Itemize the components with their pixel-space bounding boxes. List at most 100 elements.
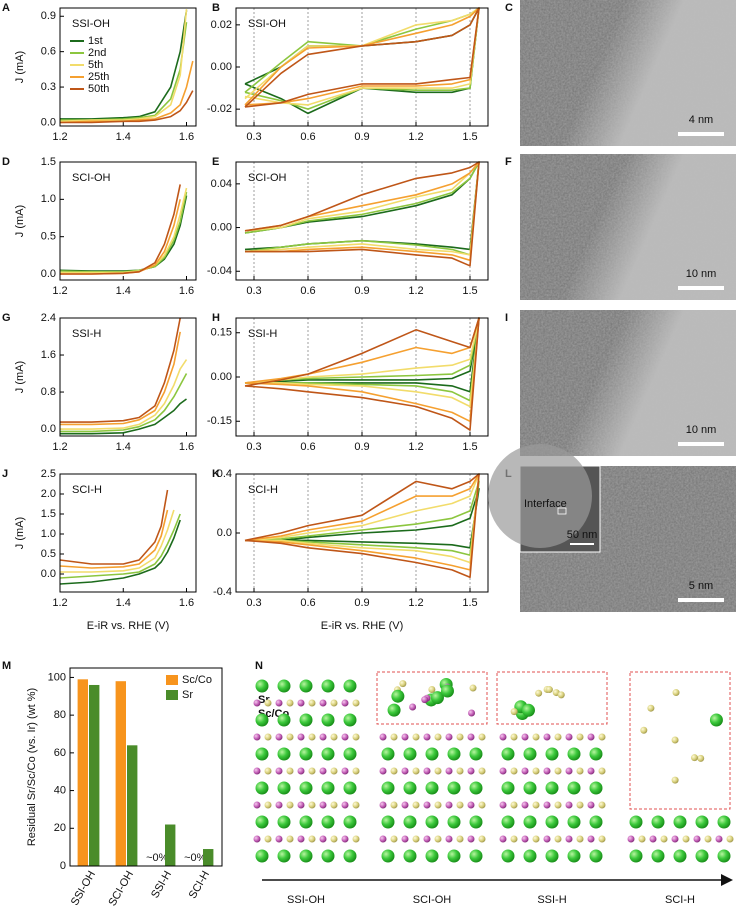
atom: [523, 781, 537, 795]
atom: [401, 801, 409, 809]
panel-label: N: [255, 660, 263, 672]
atom: [478, 835, 486, 843]
atom: [277, 849, 291, 863]
curve: [59, 509, 169, 569]
inset-box: [557, 507, 567, 515]
atom: [434, 733, 442, 741]
curve: [245, 488, 480, 549]
curve: [60, 373, 188, 433]
atom: [521, 703, 535, 717]
atom: [255, 679, 269, 693]
atom: [253, 733, 261, 741]
atom: [308, 767, 316, 775]
x-tick-label: SSI-OH: [69, 869, 98, 908]
curve: [59, 519, 181, 585]
tem-vacuum: [520, 310, 736, 456]
x-tick-label: 1.2: [408, 285, 423, 297]
atom: [469, 684, 477, 692]
x-tick-label: 1.4: [116, 285, 131, 297]
x-tick-label: 1.2: [52, 441, 67, 453]
panel-label: H: [212, 312, 220, 324]
atom: [649, 835, 657, 843]
atom: [434, 767, 442, 775]
atom: [381, 849, 395, 863]
atom: [587, 801, 595, 809]
atom: [671, 835, 679, 843]
atom: [390, 767, 398, 775]
atom: [598, 767, 606, 775]
x-tick-label: 1.4: [116, 597, 131, 609]
curve: [59, 513, 181, 579]
y-tick-label: 1.6: [41, 349, 56, 361]
atom: [286, 733, 294, 741]
panel-label: C: [505, 2, 513, 14]
atom: [467, 835, 475, 843]
y-tick-label: 2.5: [41, 468, 56, 480]
atom: [297, 801, 305, 809]
atom: [447, 849, 461, 863]
panel-title: SSI-OH: [248, 18, 286, 30]
plot-frame: [235, 161, 489, 281]
atom: [587, 767, 595, 775]
y-axis-label: J (mA): [14, 51, 26, 83]
atom: [589, 781, 603, 795]
atom: [286, 767, 294, 775]
atom: [672, 689, 680, 697]
atom: [543, 767, 551, 775]
y-axis-label: Residual Sr/Sc/Co (vs. Ir) (wt %): [26, 688, 38, 846]
atom: [379, 835, 387, 843]
atom: [423, 767, 431, 775]
x-tick-label: SSI-H: [149, 869, 174, 900]
atom: [545, 747, 559, 761]
atom: [647, 704, 655, 712]
atom: [673, 849, 687, 863]
atom: [434, 801, 442, 809]
atom: [255, 781, 269, 795]
atom: [430, 691, 444, 705]
panel-label: J: [2, 468, 8, 480]
atom: [510, 835, 518, 843]
inset-scale-label: 50 nm: [567, 529, 598, 541]
atom: [567, 849, 581, 863]
atom: [532, 767, 540, 775]
x-axis-label: E-iR vs. RHE (V): [87, 620, 170, 632]
atom: [264, 733, 272, 741]
atom: [341, 801, 349, 809]
inset-particle: [488, 444, 592, 548]
curve: [60, 199, 181, 275]
atom: [638, 835, 646, 843]
atom: [299, 815, 313, 829]
atom: [627, 835, 635, 843]
panel-title: SCI-OH: [72, 172, 111, 184]
atom: [598, 733, 606, 741]
panel-title: SCI-H: [248, 484, 278, 496]
x-tick-label: 1.6: [179, 131, 194, 143]
atom: [428, 686, 436, 694]
atom: [421, 696, 429, 704]
atom: [501, 815, 515, 829]
panel-label: I: [505, 312, 508, 324]
plot-frame: [69, 667, 223, 867]
atom: [717, 815, 731, 829]
atom: [543, 733, 551, 741]
x-tick-label: 1.2: [52, 131, 67, 143]
bar: [165, 824, 176, 866]
atom: [297, 835, 305, 843]
atom: [545, 686, 553, 694]
atom: [253, 767, 261, 775]
atom: [321, 713, 335, 727]
atom: [469, 781, 483, 795]
atom: [695, 849, 709, 863]
atom: [286, 835, 294, 843]
atom: [319, 835, 327, 843]
x-tick-label: 1.5: [462, 441, 477, 453]
x-tick-label: 0.9: [354, 131, 369, 143]
atom: [253, 699, 261, 707]
atom: [499, 835, 507, 843]
curve: [60, 331, 181, 426]
bar: [203, 849, 214, 866]
atom: [499, 733, 507, 741]
x-tick-label: 0.3: [246, 441, 261, 453]
atom: [651, 815, 665, 829]
atom: [264, 801, 272, 809]
